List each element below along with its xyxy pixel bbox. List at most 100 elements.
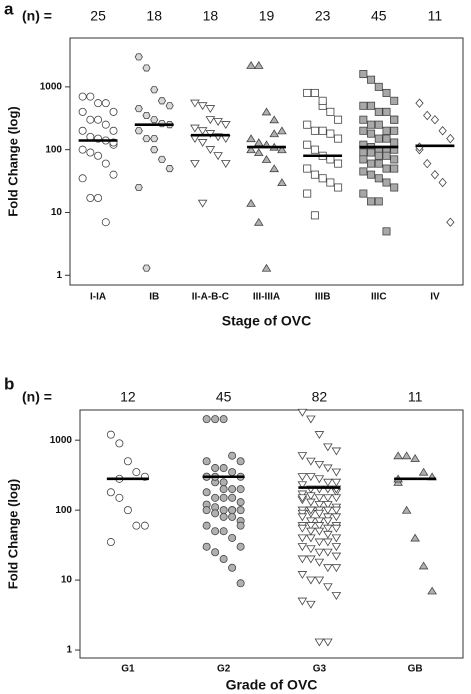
point <box>359 101 368 110</box>
point <box>190 160 200 168</box>
point <box>197 127 208 136</box>
point <box>390 155 399 164</box>
n-count: 45 <box>216 389 232 405</box>
point <box>306 473 316 482</box>
point <box>236 521 245 530</box>
point <box>86 115 95 124</box>
point <box>142 264 151 272</box>
point <box>157 155 166 163</box>
point <box>94 115 103 124</box>
point <box>314 548 325 557</box>
point <box>297 555 308 564</box>
point <box>101 99 110 108</box>
point <box>310 88 319 97</box>
point <box>78 174 87 183</box>
point <box>228 493 237 502</box>
point <box>101 159 110 168</box>
point <box>277 126 287 135</box>
point <box>326 107 335 116</box>
point <box>367 129 376 138</box>
point <box>331 447 342 456</box>
point <box>165 165 174 173</box>
point <box>236 485 245 494</box>
x-tick-label: IIIC <box>371 292 387 303</box>
point <box>202 415 211 424</box>
point <box>142 135 151 143</box>
point <box>261 263 272 272</box>
point <box>202 542 211 551</box>
point <box>219 512 228 521</box>
plot-frame <box>69 37 464 286</box>
y-tick-label: 10 <box>61 575 73 586</box>
point <box>297 534 308 543</box>
point <box>382 178 391 187</box>
point <box>306 527 316 536</box>
point <box>197 102 208 111</box>
series-points <box>202 415 245 588</box>
point <box>390 183 399 192</box>
point <box>446 217 455 227</box>
point <box>165 102 174 110</box>
point <box>297 597 308 606</box>
point <box>423 110 432 121</box>
point <box>334 183 343 192</box>
point <box>228 468 237 477</box>
y-tick-label: 1000 <box>50 435 73 446</box>
point <box>228 533 237 542</box>
point <box>314 517 325 526</box>
point <box>219 485 228 494</box>
point <box>446 133 455 144</box>
x-tick-label: G1 <box>121 664 135 675</box>
point <box>236 457 245 466</box>
point <box>297 494 308 503</box>
point <box>310 145 319 154</box>
point <box>261 155 272 163</box>
y-axis-title: Fold Change (log) <box>5 106 20 216</box>
point <box>359 126 368 135</box>
point <box>331 564 342 573</box>
point <box>367 159 376 168</box>
point <box>236 579 245 588</box>
point <box>334 159 343 168</box>
point <box>382 88 391 97</box>
point <box>211 527 220 536</box>
point <box>213 118 223 126</box>
point <box>306 457 316 466</box>
point <box>109 126 118 135</box>
x-tick-label: IIIB <box>315 292 331 303</box>
panel-label: b <box>4 374 14 393</box>
point <box>134 53 143 61</box>
point <box>115 439 124 448</box>
point <box>253 148 264 157</box>
point <box>331 524 342 533</box>
point <box>228 512 237 521</box>
point <box>190 99 200 108</box>
point <box>323 548 333 557</box>
point <box>202 488 211 497</box>
x-tick-label: IV <box>430 292 440 303</box>
plot-frame <box>79 409 464 659</box>
point <box>390 164 399 173</box>
point <box>106 488 115 497</box>
point <box>246 60 256 69</box>
panel-label: a <box>4 0 14 18</box>
point <box>297 524 308 533</box>
point <box>374 120 383 129</box>
point <box>246 134 256 143</box>
point <box>211 464 220 473</box>
point <box>269 115 280 124</box>
point <box>253 138 264 147</box>
point <box>86 193 95 202</box>
point <box>306 522 316 531</box>
x-tick-label: G3 <box>313 664 327 675</box>
point <box>228 506 237 515</box>
point <box>314 475 325 484</box>
x-tick-label: GB <box>408 664 423 675</box>
point <box>202 521 211 530</box>
point <box>261 107 272 116</box>
point <box>134 127 143 135</box>
point <box>367 170 376 179</box>
point <box>219 555 228 564</box>
point <box>374 151 383 160</box>
point <box>132 468 141 477</box>
